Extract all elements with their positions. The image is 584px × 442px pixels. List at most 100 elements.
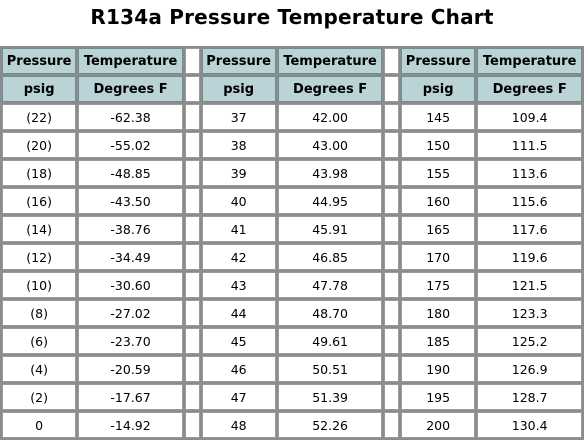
pressure-cell: 41	[201, 216, 276, 242]
temperature-cell: 115.6	[477, 188, 582, 214]
temperature-cell: 123.3	[477, 300, 582, 326]
page-title: R134a Pressure Temperature Chart	[90, 5, 494, 29]
column-separator	[384, 412, 400, 438]
table-row: (2) -17.67 47 51.39 195 128.7	[2, 384, 582, 410]
temperature-cell: 43.00	[277, 132, 383, 158]
pressure-cell: 165	[401, 216, 476, 242]
pressure-cell: (16)	[2, 188, 77, 214]
column-separator	[184, 412, 200, 438]
column-separator	[384, 76, 400, 102]
pressure-cell: 155	[401, 160, 476, 186]
temperature-cell: -38.76	[78, 216, 183, 242]
pressure-cell: (20)	[2, 132, 77, 158]
temperature-cell: -14.92	[78, 412, 183, 438]
pressure-cell: 195	[401, 384, 476, 410]
pressure-cell: (22)	[2, 104, 77, 130]
column-separator	[184, 160, 200, 186]
temperature-cell: 49.61	[277, 328, 383, 354]
temperature-cell: 128.7	[477, 384, 582, 410]
column-unit-psig: psig	[401, 76, 476, 102]
column-separator	[184, 188, 200, 214]
temperature-cell: 126.9	[477, 356, 582, 382]
pressure-cell: (6)	[2, 328, 77, 354]
pressure-cell: 42	[201, 244, 276, 270]
column-header-temperature: Temperature	[277, 48, 383, 74]
temperature-cell: 119.6	[477, 244, 582, 270]
temperature-cell: -48.85	[78, 160, 183, 186]
pressure-cell: (10)	[2, 272, 77, 298]
pressure-cell: (4)	[2, 356, 77, 382]
temperature-cell: 130.4	[477, 412, 582, 438]
column-separator	[184, 244, 200, 270]
column-unit-degrees-f: Degrees F	[477, 76, 582, 102]
table-row: (8) -27.02 44 48.70 180 123.3	[2, 300, 582, 326]
temperature-cell: 52.26	[277, 412, 383, 438]
column-separator	[184, 104, 200, 130]
table-row: (10) -30.60 43 47.78 175 121.5	[2, 272, 582, 298]
column-separator	[384, 300, 400, 326]
temperature-cell: 111.5	[477, 132, 582, 158]
pressure-cell: (12)	[2, 244, 77, 270]
pressure-cell: 44	[201, 300, 276, 326]
temperature-cell: 125.2	[477, 328, 582, 354]
column-header-temperature: Temperature	[78, 48, 183, 74]
pressure-cell: 43	[201, 272, 276, 298]
pressure-cell: 185	[401, 328, 476, 354]
column-header-pressure: Pressure	[401, 48, 476, 74]
pressure-cell: 39	[201, 160, 276, 186]
temperature-cell: 50.51	[277, 356, 383, 382]
column-separator	[184, 300, 200, 326]
column-separator	[384, 328, 400, 354]
column-separator	[384, 356, 400, 382]
temperature-cell: -34.49	[78, 244, 183, 270]
temperature-cell: 44.95	[277, 188, 383, 214]
table-row: 0 -14.92 48 52.26 200 130.4	[2, 412, 582, 438]
temperature-cell: -55.02	[78, 132, 183, 158]
column-separator	[384, 384, 400, 410]
pressure-cell: 0	[2, 412, 77, 438]
column-separator	[384, 48, 400, 74]
column-header-pressure: Pressure	[2, 48, 77, 74]
table-row: (22) -62.38 37 42.00 145 109.4	[2, 104, 582, 130]
column-separator	[184, 384, 200, 410]
temperature-cell: 43.98	[277, 160, 383, 186]
pressure-cell: 40	[201, 188, 276, 214]
column-unit-degrees-f: Degrees F	[78, 76, 183, 102]
temperature-cell: 45.91	[277, 216, 383, 242]
table-row: (16) -43.50 40 44.95 160 115.6	[2, 188, 582, 214]
temperature-cell: 47.78	[277, 272, 383, 298]
temperature-cell: -17.67	[78, 384, 183, 410]
table-row: (4) -20.59 46 50.51 190 126.9	[2, 356, 582, 382]
temperature-cell: -20.59	[78, 356, 183, 382]
pressure-cell: 150	[401, 132, 476, 158]
temperature-cell: 51.39	[277, 384, 383, 410]
pressure-cell: 175	[401, 272, 476, 298]
pressure-cell: (14)	[2, 216, 77, 242]
temperature-cell: 46.85	[277, 244, 383, 270]
column-separator	[184, 272, 200, 298]
header-row-labels: Pressure Temperature Pressure Temperatur…	[2, 48, 582, 74]
column-separator	[384, 216, 400, 242]
column-separator	[384, 272, 400, 298]
column-header-pressure: Pressure	[201, 48, 276, 74]
pressure-cell: 37	[201, 104, 276, 130]
temperature-cell: -43.50	[78, 188, 183, 214]
column-unit-psig: psig	[201, 76, 276, 102]
temperature-cell: -62.38	[78, 104, 183, 130]
column-separator	[384, 244, 400, 270]
pressure-cell: 45	[201, 328, 276, 354]
pressure-cell: 170	[401, 244, 476, 270]
pressure-cell: 190	[401, 356, 476, 382]
table-row: (20) -55.02 38 43.00 150 111.5	[2, 132, 582, 158]
table-row: (18) -48.85 39 43.98 155 113.6	[2, 160, 582, 186]
pressure-cell: 38	[201, 132, 276, 158]
pressure-temperature-table: Pressure Temperature Pressure Temperatur…	[0, 46, 584, 440]
table-row: (14) -38.76 41 45.91 165 117.6	[2, 216, 582, 242]
column-separator	[184, 356, 200, 382]
column-separator	[184, 216, 200, 242]
temperature-cell: 109.4	[477, 104, 582, 130]
pressure-cell: 145	[401, 104, 476, 130]
column-separator	[384, 104, 400, 130]
pressure-cell: 47	[201, 384, 276, 410]
temperature-cell: 117.6	[477, 216, 582, 242]
